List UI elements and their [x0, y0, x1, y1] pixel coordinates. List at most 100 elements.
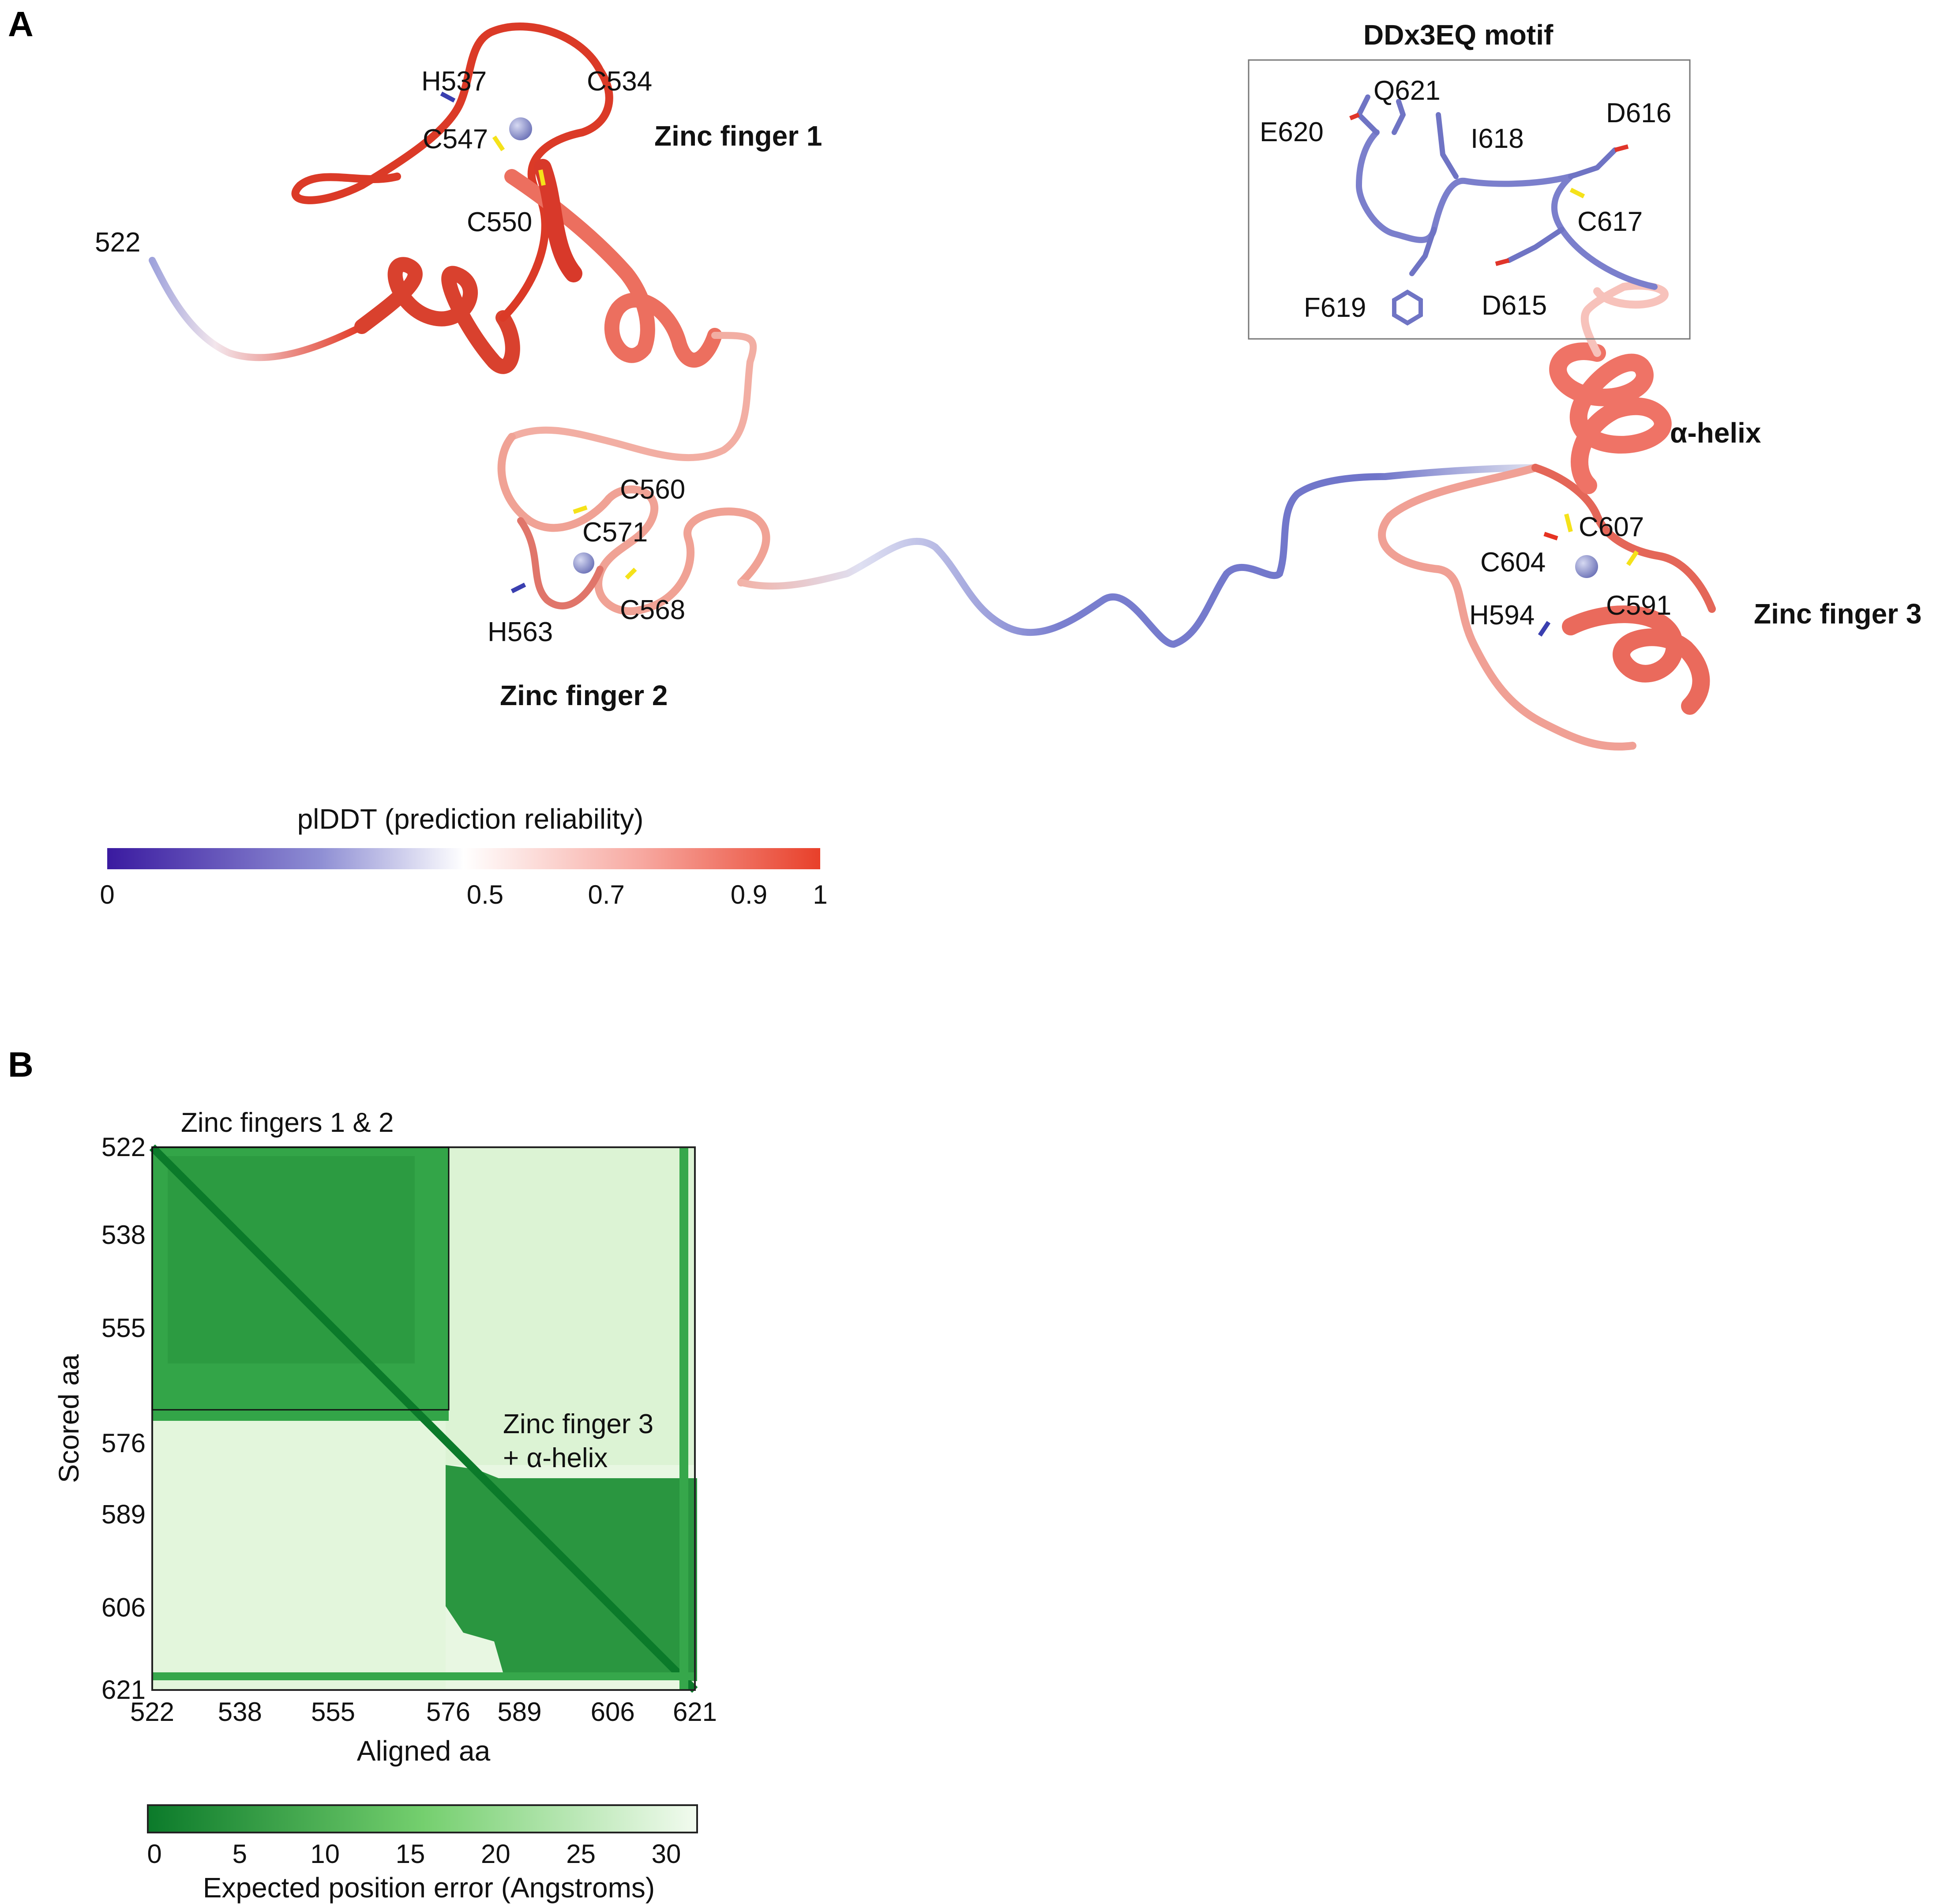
zf2-loop-dark — [517, 517, 604, 610]
zinc-finger-3-title: Zinc finger 3 — [1754, 598, 1922, 630]
motif-o-2 — [1614, 144, 1629, 152]
zinc-finger-2-structure — [497, 433, 770, 616]
n-terminal-tail — [149, 257, 365, 361]
pae-haze-lower — [152, 1421, 446, 1690]
residue-c534: C534 — [587, 66, 652, 97]
zinc-finger-1-title: Zinc finger 1 — [654, 120, 822, 152]
pae-colorbar-tick-label: 0 — [147, 1839, 161, 1869]
residue-q621: Q621 — [1373, 75, 1441, 106]
zinc-ion-2 — [573, 552, 594, 574]
panel-b-letter: B — [8, 1045, 34, 1084]
pae-y-tick-label: 522 — [101, 1132, 146, 1162]
residue-c571: C571 — [582, 517, 648, 548]
pae-edge-stripe-bottom — [152, 1672, 695, 1680]
pae-block-1-core — [168, 1156, 415, 1363]
helix-1 — [354, 257, 520, 374]
residue-h563: H563 — [488, 617, 553, 647]
zf3-helix — [1562, 605, 1710, 715]
pae-x-tick-label: 589 — [497, 1697, 541, 1727]
plddt-colorbar-ticks: 0 0.5 0.7 0.9 1 — [100, 880, 827, 909]
zf3-sidechain-1 — [1564, 513, 1573, 533]
terminus-label: 522 — [95, 227, 140, 258]
zf2-sidechain-3 — [510, 582, 526, 593]
residue-f619: F619 — [1304, 293, 1366, 323]
residue-c604: C604 — [1480, 547, 1546, 578]
pae-colorbar-tick-label: 10 — [310, 1839, 340, 1869]
residue-c550: C550 — [467, 207, 532, 237]
zf2-sidechain-2 — [625, 567, 637, 580]
motif-o-3 — [1495, 258, 1510, 266]
pae-x-tick-label: 522 — [130, 1697, 174, 1727]
pae-box2-label-line1: Zinc finger 3 — [503, 1409, 653, 1439]
zf1-sidechain-3 — [440, 91, 456, 103]
pae-y-ticks: 522 538 555 576 589 606 621 — [101, 1132, 146, 1705]
plddt-tick-label: 0.5 — [467, 880, 503, 909]
pae-y-tick-label: 589 — [101, 1499, 146, 1529]
helix-to-motif — [1580, 282, 1669, 357]
pae-colorbar: 0 5 10 15 20 25 30 Expected position error (An… — [147, 1804, 698, 1904]
residue-e620: E620 — [1260, 117, 1324, 147]
pae-x-tick-label: 538 — [218, 1697, 262, 1727]
pae-colorbar-tick-label: 5 — [233, 1839, 247, 1869]
pae-x-tick-label: 621 — [673, 1697, 717, 1727]
plddt-tick-label: 0.7 — [588, 880, 624, 909]
plddt-colorbar-title: plDDT (prediction reliability) — [297, 803, 644, 835]
zinc-finger-2-title: Zinc finger 2 — [500, 680, 668, 711]
pae-y-tick-label: 538 — [101, 1220, 146, 1250]
zf1-loop — [291, 23, 613, 322]
pae-colorbar-ticks: 0 5 10 15 20 25 30 — [147, 1839, 681, 1869]
pae-y-tick-label: 576 — [101, 1428, 146, 1458]
pae-colorbar-tick-label: 20 — [481, 1839, 510, 1869]
zinc-ion-3 — [1575, 555, 1598, 578]
pae-colorbar-gradient — [147, 1804, 698, 1833]
plddt-tick-label: 0.9 — [731, 880, 767, 909]
pae-y-axis-title: Scored aa — [53, 1354, 85, 1483]
zf1-sidechain-2 — [538, 169, 546, 186]
alpha-helix — [1549, 342, 1672, 494]
pae-x-axis-title: Aligned aa — [357, 1735, 491, 1767]
phenyl-ring — [1392, 289, 1423, 326]
motif-sidechains — [1356, 94, 1617, 276]
residue-h537: H537 — [421, 66, 487, 97]
zf3-sidechain-2 — [1626, 550, 1639, 566]
plddt-tick-label: 1 — [813, 880, 827, 909]
motif-s-1 — [1569, 188, 1585, 199]
pae-colorbar-tick-label: 25 — [566, 1839, 596, 1869]
helix-2-core — [534, 159, 582, 282]
plddt-tick-label: 0 — [100, 880, 114, 909]
pae-x-tick-label: 576 — [426, 1697, 470, 1727]
pae-y-tick-label: 606 — [101, 1593, 146, 1622]
residue-c591: C591 — [1606, 590, 1671, 621]
zf3-sidechain-3 — [1538, 621, 1551, 637]
residue-c547: C547 — [423, 124, 488, 154]
helix-2 — [504, 169, 722, 368]
plddt-colorbar: plDDT (prediction reliability) 0 0.5 0.7 0.… — [100, 803, 827, 909]
pae-colorbar-title: Expected position error (Angstroms) — [203, 1872, 655, 1904]
zf1-sidechain-1 — [492, 135, 505, 151]
pae-y-tick-label: 621 — [101, 1675, 146, 1705]
zf2-sidechain-1 — [573, 505, 588, 514]
residue-c568: C568 — [620, 595, 685, 625]
zinc-ion-1 — [509, 117, 532, 140]
residue-h594: H594 — [1469, 600, 1535, 631]
pae-x-ticks: 522 538 555 576 589 606 621 — [130, 1697, 717, 1727]
zf3-sidechain-4 — [1543, 532, 1558, 541]
residue-i618: I618 — [1471, 124, 1524, 154]
zf1-to-zf2-linker — [508, 332, 757, 462]
residue-d616: D616 — [1606, 98, 1671, 128]
zinc-finger-3-structure — [1378, 282, 1716, 751]
panel-a-letter: A — [8, 4, 34, 44]
zinc-finger-1-structure — [149, 23, 757, 462]
motif-o-1 — [1349, 113, 1360, 120]
pae-box2-label-line2: + α-helix — [503, 1443, 608, 1473]
pae-box1-label: Zinc fingers 1 & 2 — [181, 1108, 394, 1138]
zf3-loop — [1378, 464, 1636, 751]
motif-inset — [1248, 59, 1691, 340]
pae-box-zinc-fingers-1-2 — [151, 1146, 450, 1411]
plddt-colorbar-gradient — [107, 848, 820, 869]
residue-c607: C607 — [1579, 512, 1644, 542]
residue-c617: C617 — [1577, 207, 1643, 237]
residue-c560: C560 — [620, 474, 685, 505]
pae-edge-stripe-right — [679, 1147, 688, 1690]
